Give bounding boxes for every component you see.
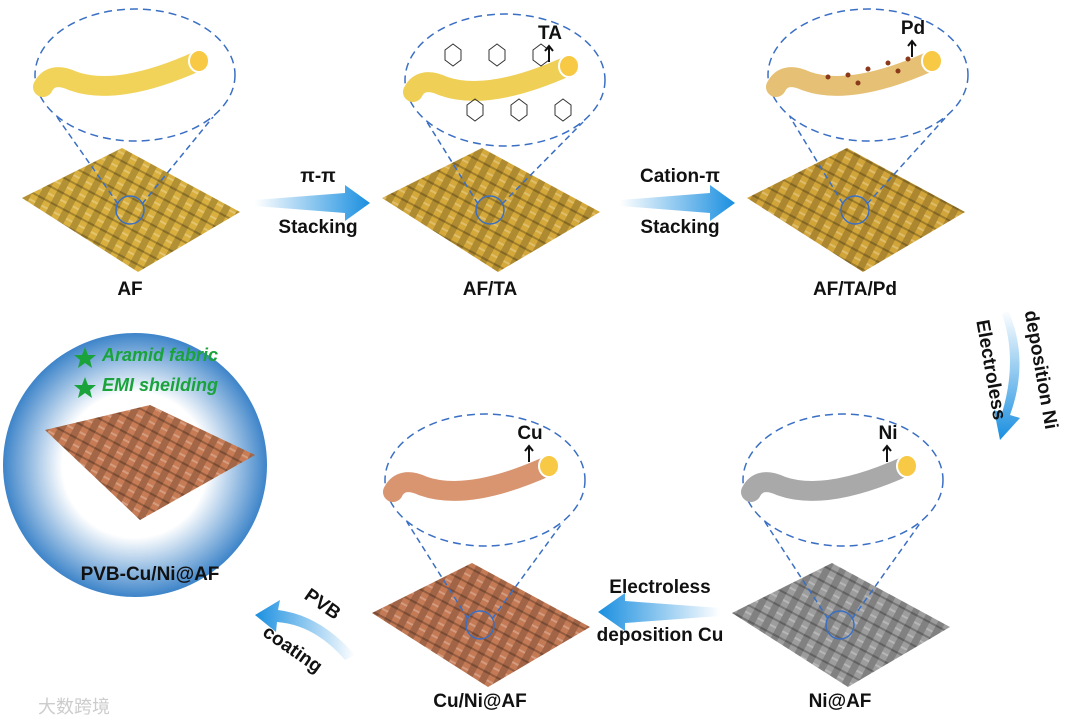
fiber [766,51,941,97]
ta-molecule [444,43,462,67]
panel-label: AF/TA/Pd [813,279,897,300]
zoom-line [56,116,119,205]
fiber-end [538,454,560,478]
watermark: 大数跨境 [38,697,110,717]
star-icon [74,377,96,398]
panel-label: Ni@AF [809,691,872,712]
fiber [741,456,916,502]
marker-label: Pd [901,18,925,39]
marker-arrow [524,444,534,462]
marker-label: Cu [517,423,542,444]
marker-arrow [907,39,917,57]
fabric-weave [22,148,240,272]
pd-dot [865,66,871,72]
marker-label: TA [538,23,562,44]
arrow-bottom: deposition Ni [1020,309,1062,431]
ta-molecule [510,98,528,122]
product-label: PVB-Cu/Ni@AF [81,564,220,585]
arrow-top: Cation-π [640,166,720,187]
arrow-bottom: deposition Cu [597,625,724,646]
pd-dot [825,74,831,80]
panel-label: AF/TA [463,279,518,300]
zoom-spot [840,195,870,225]
arrow-bottom: Stacking [640,217,719,238]
fiber-end [921,49,943,73]
zoom-line [789,116,844,205]
zoom-line [406,521,469,620]
product-weave [45,405,255,520]
arrow-top: π-π [300,166,336,187]
fabric-weave [382,148,600,272]
arrow [620,185,735,221]
arrow-top: Electroless [609,577,710,598]
marker-arrow [882,444,892,462]
fiber [383,456,558,502]
zoom-line [491,521,564,620]
feature: EMI sheilding [102,375,218,395]
arrow-bottom: Stacking [278,217,357,238]
arrow [994,310,1020,440]
ta-molecule [488,43,506,67]
pd-dot [905,56,911,62]
zoom-spot [465,610,495,640]
panel-label: Cu/Ni@AF [433,691,526,712]
feature: Aramid fabric [101,345,218,365]
fiber-end [188,49,210,73]
marker-label: Ni [879,423,898,444]
zoom-line [426,121,479,205]
fiber-end [558,54,580,78]
pd-dot [885,60,891,66]
zoom-spot [825,610,855,640]
pd-dot [855,80,861,86]
fabric-weave [747,148,965,272]
fabric-weave [732,563,950,687]
marker-arrow [544,44,554,62]
zoom-line [141,116,214,205]
arrow [255,600,355,660]
ta-molecule [554,98,572,122]
ta-molecule [466,98,484,122]
pd-dot [895,68,901,74]
arrow [255,185,370,221]
fiber-end [896,454,918,478]
star-icon [74,347,96,368]
panel-label: AF [117,279,142,300]
fiber [403,56,578,102]
zoom-spot [115,195,145,225]
arrow-top: Electroless [971,318,1009,422]
arrow [598,593,720,631]
pd-dot [845,72,851,78]
fabric-weave [372,563,590,687]
zoom-spot [475,195,505,225]
fiber [33,51,208,97]
